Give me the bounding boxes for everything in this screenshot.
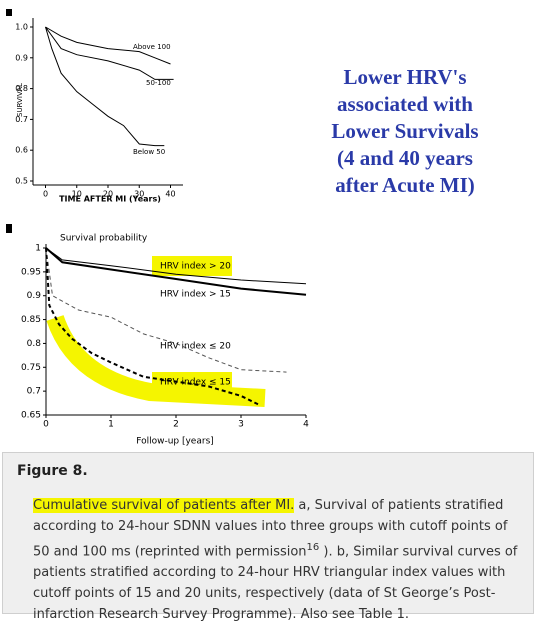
panel-marker: [6, 224, 12, 233]
slide-text-line: after Acute MI): [335, 173, 475, 197]
survival-curve: [45, 247, 307, 296]
x-tick-label: 3: [238, 420, 244, 430]
caption-text-part: a, Survival of patients stratified accor…: [33, 498, 508, 560]
y-tick-label: 0.65: [21, 411, 41, 421]
y-tick-label: 1.0: [15, 23, 28, 32]
y-tick-label: 0.5: [15, 177, 28, 186]
x-tick-label: 4: [303, 420, 309, 430]
series-label: HRV index > 15: [160, 290, 231, 300]
y-tick-label: 0.8: [15, 84, 28, 93]
survival-curve: [45, 26, 165, 147]
survival-curve: [45, 247, 287, 373]
x-axis-label: Follow-up [years]: [136, 437, 214, 447]
y-tick-label: 0.95: [21, 267, 41, 277]
x-tick-label: 0: [43, 420, 49, 430]
caption-text-part: ). b, Similar survival curves of patient…: [33, 544, 518, 623]
caption-box: Figure 8. Cumulative survival of patient…: [2, 452, 534, 622]
caption-text: Cumulative survival of patients after MI…: [33, 495, 523, 625]
slide-text-line: Lower HRV's: [343, 65, 467, 89]
y-tick-label: 0.6: [15, 146, 28, 155]
highlight: [46, 314, 266, 407]
series-label: HRV index > 20: [160, 262, 231, 272]
x-tick-label: 2: [173, 420, 179, 430]
caption-title: Figure 8.: [17, 463, 88, 479]
caption-reference: 16: [306, 542, 320, 553]
y-tick-label: 0.7: [15, 115, 28, 124]
series-label: HRV index ≤ 20: [160, 342, 231, 352]
y-tick-label: 0.75: [21, 363, 41, 373]
slide-text-line: associated with: [337, 92, 473, 116]
x-tick-label: 10: [72, 190, 82, 199]
chart-title: Survival probability: [60, 234, 148, 244]
survival-curve: [45, 26, 174, 80]
slide-text-line: Lower Survivals: [331, 119, 479, 143]
y-tick-label: 0.9: [27, 291, 42, 301]
highlight: [152, 256, 232, 276]
survival-curve: [45, 247, 261, 407]
x-tick-label: 20: [103, 190, 113, 199]
caption-highlight: Cumulative survival of patients after MI…: [33, 498, 295, 513]
panel-marker: [6, 9, 12, 16]
slide-text-line: (4 and 40 years: [337, 146, 473, 170]
survival-curve: [45, 26, 171, 65]
series-label: Above 100: [133, 43, 171, 51]
y-tick-label: 1: [35, 244, 41, 254]
y-tick-label: 0.8: [27, 339, 42, 349]
x-axis-label: TIME AFTER MI (Years): [59, 195, 161, 204]
x-tick-label: 0: [43, 190, 48, 199]
x-tick-label: 30: [134, 190, 144, 199]
y-axis-label: SURVIVAL: [16, 83, 24, 117]
x-tick-label: 40: [165, 190, 175, 199]
x-tick-label: 1: [108, 420, 114, 430]
y-tick-label: 0.7: [27, 387, 41, 397]
series-label: 50-100: [146, 79, 171, 87]
y-tick-label: 0.85: [21, 315, 41, 325]
slide-text: Lower HRV's associated with Lower Survival…: [295, 64, 515, 199]
y-tick-label: 0.9: [15, 53, 28, 62]
series-label: Below 50: [133, 148, 165, 156]
series-label: HRV index ≤ 15: [160, 378, 231, 388]
highlights: [46, 256, 266, 407]
survival-curve: [45, 247, 307, 285]
